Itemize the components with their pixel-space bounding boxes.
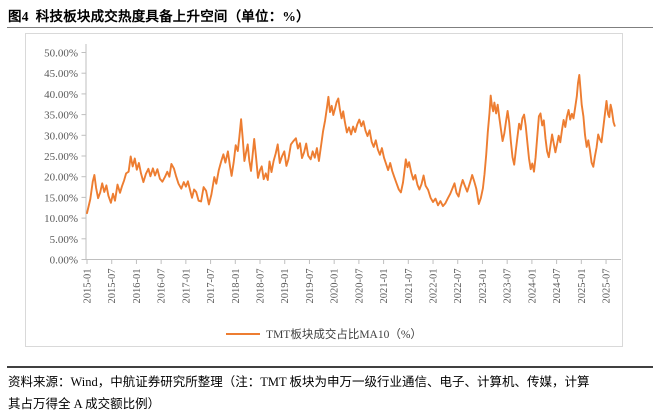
source-note-line2: 其占万得全 A 成交额比例） (8, 397, 161, 411)
x-tick-label: 2023-01 (478, 269, 489, 304)
x-tick-label: 2021-07 (404, 269, 415, 304)
x-tick-label: 2021-01 (379, 269, 390, 304)
y-tick-label: 35.00% (44, 110, 78, 122)
chart-area: 0.00% 5.00% 10.00% 15.00% 20.00% 25.00% 30.00%… (25, 33, 623, 347)
x-tick-label: 2017-07 (206, 269, 217, 304)
x-tick-label: 2018-01 (231, 269, 242, 304)
y-tick-label: 20.00% (44, 172, 78, 184)
series-line-tmt (86, 73, 616, 215)
x-tick-label: 2015-01 (83, 269, 94, 304)
y-tick-label: 40.00% (44, 89, 78, 101)
legend-line-swatch (226, 332, 261, 336)
x-tick-label: 2015-07 (107, 269, 118, 304)
y-tick-label: 25.00% (44, 151, 78, 163)
x-tick-label: 2025-07 (602, 269, 613, 304)
x-tick-label: 2016-01 (132, 269, 143, 304)
y-tick-label: 5.00% (50, 234, 78, 246)
x-tick-label: 2022-01 (429, 269, 440, 304)
y-tick-label: 30.00% (44, 130, 78, 142)
source-note: 资料来源：Wind，中航证券研究所整理（注：TMT 板块为申万一级行业通信、电子… (8, 371, 656, 415)
x-tick-label: 2018-07 (256, 269, 267, 304)
x-tick-label: 2019-01 (280, 269, 291, 304)
x-tick-label: 2024-07 (552, 269, 563, 304)
chart-legend: TMT板块成交占比MA10（%） (26, 326, 622, 342)
y-tick-label: 45.00% (44, 68, 78, 80)
plot-svg: 0.00% 5.00% 10.00% 15.00% 20.00% 25.00% 30.00%… (44, 44, 621, 304)
source-note-line1: 资料来源：Wind，中航证券研究所整理（注：TMT 板块为申万一级行业通信、电子… (8, 375, 590, 389)
footer-divider (7, 366, 653, 368)
x-tick-label: 2019-07 (305, 269, 316, 304)
y-tick-label: 15.00% (44, 192, 78, 204)
x-tick-label: 2016-07 (157, 269, 168, 304)
x-tick-label: 2024-01 (527, 269, 538, 304)
y-tick-label: 0.00% (50, 255, 78, 267)
y-tick-label: 50.00% (44, 48, 78, 60)
legend-label: TMT板块成交占比MA10（%） (266, 329, 422, 341)
x-tick-label: 2025-01 (577, 269, 588, 304)
x-tick-label: 2023-07 (503, 269, 514, 304)
y-tick-label: 10.00% (44, 213, 78, 225)
x-tick-label: 2022-07 (453, 269, 464, 304)
x-tick-label: 2020-01 (330, 269, 341, 304)
x-tick-label: 2017-01 (181, 269, 192, 304)
x-tick-label: 2020-07 (354, 269, 365, 304)
title-divider (7, 27, 653, 28)
figure-title: 图4 科技板块成交热度具备上升空间（单位：%） (8, 9, 310, 24)
